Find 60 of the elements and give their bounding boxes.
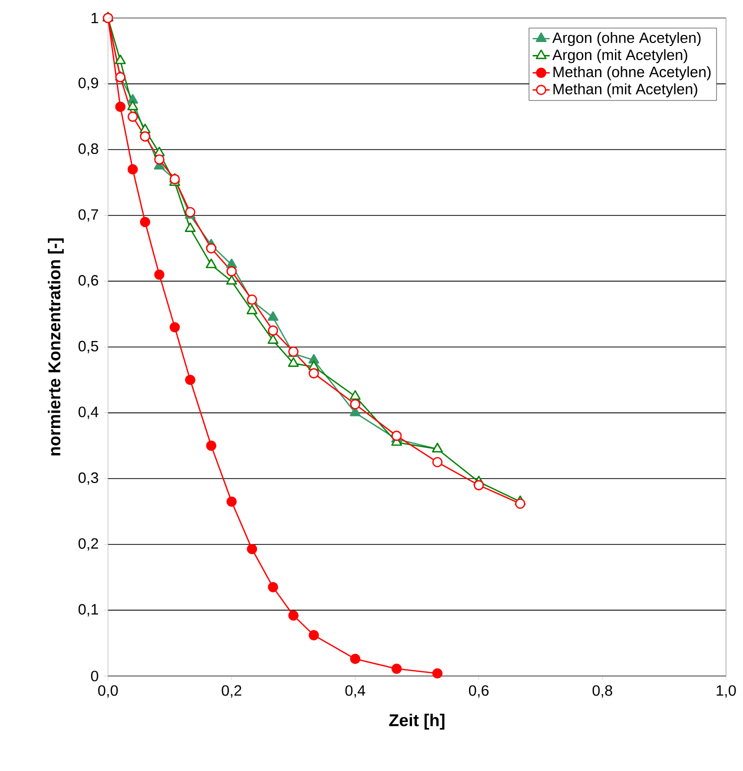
y-tick-label: 0,7 [78, 209, 98, 222]
point [432, 457, 443, 468]
y-tick-label: 0,9 [78, 78, 98, 90]
point [391, 664, 402, 674]
y-tick-label: 0 [91, 670, 98, 682]
point [140, 216, 150, 228]
x-tick-label: 0,8 [592, 685, 612, 698]
x-tick-label: 0,0 [98, 685, 118, 698]
x-tick-label: 1,0 [716, 685, 736, 698]
y-tick-label: 0,6 [78, 275, 98, 288]
y-tick-label: 0,3 [78, 472, 98, 485]
y-tick-label: 1 [92, 12, 98, 24]
x-tick-label: 0,6 [468, 685, 489, 698]
point [268, 311, 278, 321]
point [246, 544, 258, 554]
point [268, 334, 278, 344]
point [115, 102, 126, 112]
point [288, 610, 299, 621]
point [128, 164, 138, 174]
point [350, 654, 360, 664]
point [308, 368, 319, 378]
point [268, 325, 278, 336]
x-axis-title: Zeit [h] [389, 714, 444, 730]
point [185, 206, 196, 218]
point [140, 131, 150, 142]
point [474, 480, 484, 490]
point [226, 275, 238, 285]
x-tick-label: 0,2 [222, 685, 242, 698]
point [308, 630, 319, 640]
point [184, 222, 196, 232]
legend-label: Argon (mit Acetylen) [552, 49, 688, 64]
point [206, 258, 217, 268]
point [185, 374, 196, 386]
legend-label: Argon (ohne Acetylen) [552, 32, 701, 46]
point [114, 54, 126, 64]
point [350, 390, 361, 400]
point [350, 399, 360, 410]
point [170, 322, 180, 332]
point [154, 154, 164, 165]
y-tick-label: 0,2 [78, 538, 98, 551]
point [226, 496, 237, 507]
point [226, 266, 237, 276]
legend-label: Methan (ohne Acetylen) [554, 66, 711, 80]
x-tick-label: 0,4 [345, 685, 366, 698]
point [288, 357, 299, 367]
y-tick-label: 0,8 [78, 143, 98, 156]
point [154, 269, 164, 280]
legend-label: Methan (mit Acetylen) [554, 83, 698, 98]
point [128, 112, 138, 122]
point [515, 498, 526, 509]
y-tick-label: 0,5 [78, 340, 98, 354]
point [206, 440, 216, 451]
point [206, 243, 216, 254]
point [268, 582, 278, 592]
point [246, 304, 258, 314]
point [432, 668, 443, 679]
point [127, 100, 138, 110]
y-tick-label: 0,4 [78, 406, 98, 419]
y-tick-label: 0,1 [78, 604, 98, 616]
y-axis-title: normierte Konzentration [-] [48, 238, 64, 456]
